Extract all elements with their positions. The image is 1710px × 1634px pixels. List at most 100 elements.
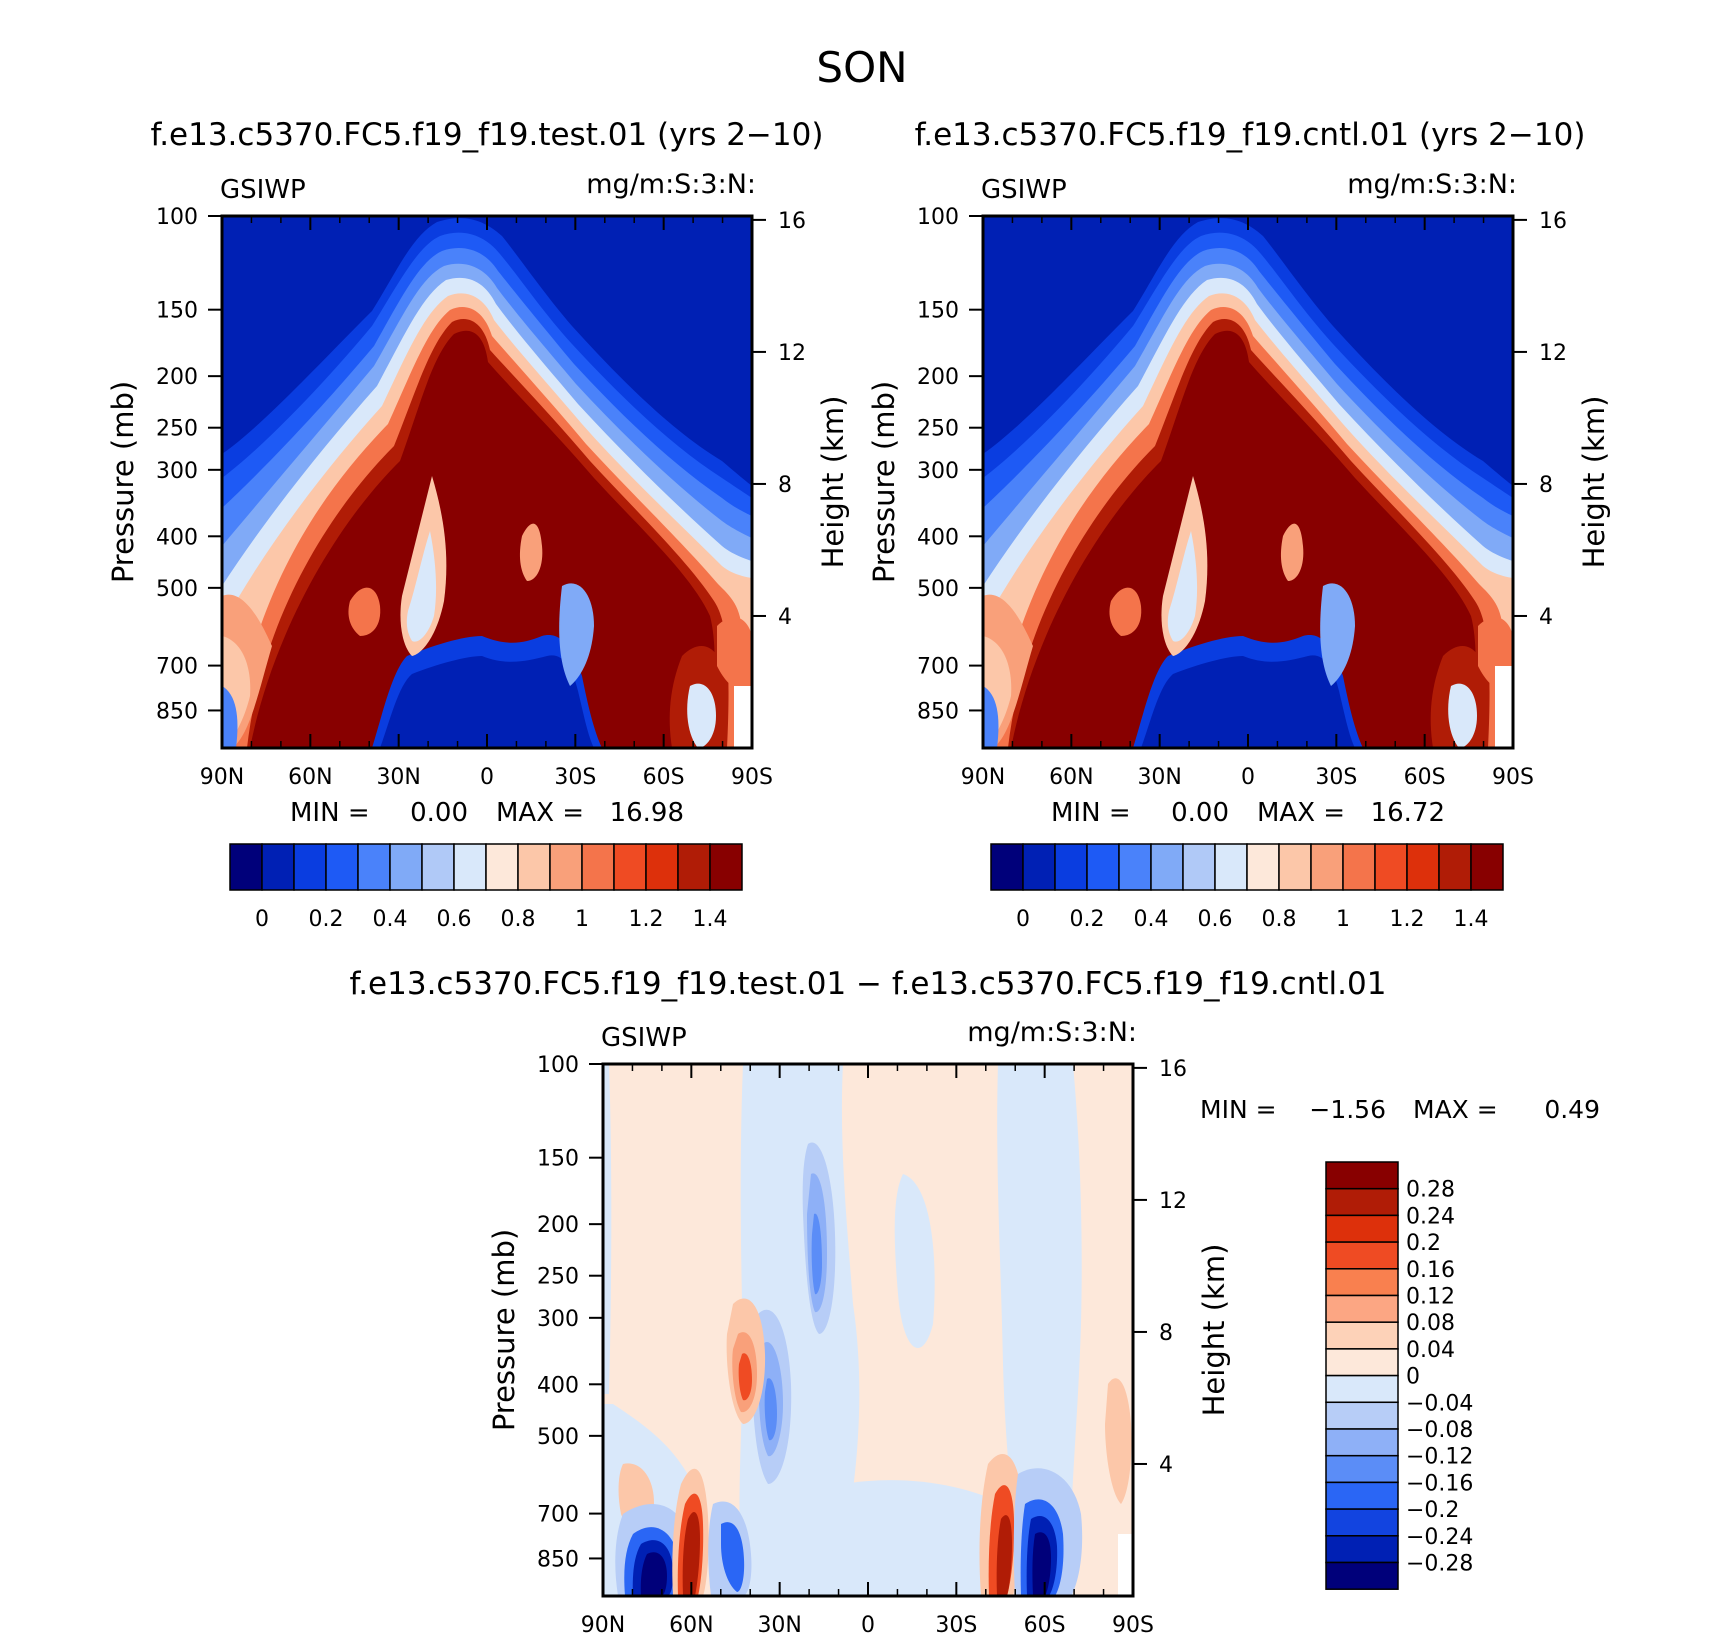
colorbar-swatch bbox=[357, 843, 391, 891]
colorbar-swatch bbox=[645, 843, 679, 891]
colorbar-label: 0.04 bbox=[1406, 1338, 1455, 1363]
y-tick-label: 150 bbox=[537, 1147, 579, 1172]
y2-tick-label: 16 bbox=[778, 209, 806, 234]
colorbar-swatch bbox=[1325, 1374, 1399, 1404]
colorbar-swatch bbox=[1325, 1268, 1399, 1297]
y-tick-label: 100 bbox=[156, 205, 198, 230]
y2-tick-label: 12 bbox=[778, 341, 806, 366]
y-tick-label: 850 bbox=[917, 699, 959, 724]
colorbar-swatch bbox=[549, 843, 583, 891]
y-tick-label: 400 bbox=[537, 1373, 579, 1398]
y2-axis-title-diff: Height (km) bbox=[1197, 1244, 1231, 1417]
y-tick-label: 500 bbox=[537, 1425, 579, 1450]
colorbar-label: −0.12 bbox=[1406, 1445, 1473, 1470]
colorbar-cntl: 0 0.2 0.4 0.6 0.8 1 1.2 1.4 bbox=[990, 843, 1504, 932]
x-tick-label: 60N bbox=[669, 1613, 713, 1634]
colorbar-swatch bbox=[1086, 843, 1120, 891]
colorbar-swatch bbox=[1325, 1481, 1399, 1510]
colorbar-label: −0.2 bbox=[1406, 1498, 1459, 1523]
colorbar-label: 0.6 bbox=[437, 907, 472, 932]
panel-title-cntl: f.e13.c5370.FC5.f19_f19.cntl.01 (yrs 2−1… bbox=[915, 117, 1586, 153]
x-tick-label: 90N bbox=[581, 1613, 625, 1634]
colorbar-swatch bbox=[1182, 843, 1216, 891]
x-tick-label: 90N bbox=[200, 765, 244, 790]
contour-band bbox=[1141, 655, 1355, 748]
colorbar-label: 0 bbox=[255, 907, 269, 932]
y2-tick-label: 8 bbox=[778, 473, 792, 498]
y2-tick-label: 4 bbox=[778, 605, 792, 630]
contour-band bbox=[1320, 583, 1355, 686]
x-tick-label: 0 bbox=[1241, 765, 1255, 790]
colorbar-swatch bbox=[1118, 843, 1152, 891]
max-value-test: 16.98 bbox=[610, 798, 684, 828]
contour-band bbox=[996, 1515, 1012, 1596]
missing-region bbox=[1118, 1534, 1133, 1596]
colorbar-label: 1.4 bbox=[693, 907, 728, 932]
colorbar-label: 1 bbox=[1336, 907, 1350, 932]
colorbar-swatch bbox=[1325, 1241, 1399, 1270]
contour-band bbox=[250, 330, 715, 748]
colorbar-swatch bbox=[1214, 843, 1248, 891]
y-tick-label: 300 bbox=[156, 459, 198, 484]
colorbar-label: 1.2 bbox=[1390, 907, 1425, 932]
colorbar-label: −0.04 bbox=[1406, 1391, 1473, 1416]
colorbar-swatch bbox=[1150, 843, 1184, 891]
min-value-diff: −1.56 bbox=[1309, 1095, 1386, 1124]
colorbar-swatch bbox=[421, 843, 455, 891]
y2-tick-label: 16 bbox=[1159, 1057, 1187, 1082]
y2-tick-label: 8 bbox=[1159, 1321, 1173, 1346]
max-value-diff: 0.49 bbox=[1544, 1095, 1600, 1124]
colorbar-swatch bbox=[1438, 843, 1472, 891]
y-tick-label: 250 bbox=[917, 417, 959, 442]
panel-title-diff: f.e13.c5370.FC5.f19_f19.test.01 − f.e13.… bbox=[350, 966, 1387, 1002]
contour-field-diff bbox=[603, 1064, 1133, 1596]
panel-title-test: f.e13.c5370.FC5.f19_f19.test.01 (yrs 2−1… bbox=[151, 117, 824, 153]
colorbar-swatch bbox=[1325, 1161, 1399, 1190]
contour-band bbox=[983, 686, 999, 748]
y-tick-label: 850 bbox=[537, 1547, 579, 1572]
colorbar-swatch bbox=[1325, 1508, 1399, 1537]
units-label-diff: mg/m:S:3:N: bbox=[967, 1017, 1137, 1048]
colorbar-swatch bbox=[1246, 843, 1280, 891]
colorbar-swatch bbox=[1022, 843, 1056, 891]
colorbar-swatch bbox=[1374, 843, 1408, 891]
missing-region bbox=[734, 686, 752, 748]
colorbar-swatch bbox=[1325, 1428, 1399, 1457]
y2-tick-label: 12 bbox=[1539, 341, 1567, 366]
y-tick-label: 250 bbox=[537, 1265, 579, 1290]
y2-tick-label: 12 bbox=[1159, 1189, 1187, 1214]
colorbar-swatch bbox=[325, 843, 359, 891]
contour-band bbox=[1448, 683, 1477, 748]
y-tick-label: 150 bbox=[156, 299, 198, 324]
colorbar-label: 0.2 bbox=[309, 907, 344, 932]
x-tick-label: 60S bbox=[1024, 1613, 1066, 1634]
x-tick-label: 90S bbox=[1112, 1613, 1154, 1634]
colorbar-swatch bbox=[485, 843, 519, 891]
colorbar-swatch bbox=[1325, 1348, 1399, 1377]
x-tick-label: 30N bbox=[376, 765, 420, 790]
colorbar-swatch bbox=[1325, 1535, 1399, 1564]
contour-band bbox=[721, 1522, 745, 1592]
colorbar-label: −0.28 bbox=[1406, 1552, 1473, 1577]
contour-band bbox=[222, 686, 238, 748]
y-axis-title-cntl: Pressure (mb) bbox=[867, 381, 901, 583]
contour-band bbox=[1032, 1532, 1051, 1596]
colorbar-swatch bbox=[1325, 1294, 1399, 1323]
y-tick-label: 500 bbox=[156, 577, 198, 602]
contour-band bbox=[519, 523, 543, 581]
colorbar-label: 0.6 bbox=[1198, 907, 1233, 932]
missing-region bbox=[1495, 666, 1513, 748]
axes-diff: 90N 60N 30N 0 30S 60S 90S 100 150 200 250 300 400 500… bbox=[537, 1053, 1187, 1634]
x-tick-label: 90S bbox=[1492, 765, 1534, 790]
y2-axis-title-test: Height (km) bbox=[816, 396, 850, 569]
contour-band bbox=[687, 683, 716, 748]
y-tick-label: 100 bbox=[917, 205, 959, 230]
units-label-cntl: mg/m:S:3:N: bbox=[1347, 169, 1517, 200]
panel-test: 90N 60N 30N 0 30S 60S 90S 100 150 200 250 300 400 500… bbox=[106, 169, 850, 932]
colorbar-swatch bbox=[1342, 843, 1376, 891]
max-label-cntl: MAX = bbox=[1257, 798, 1345, 828]
colorbar-label: 0 bbox=[1016, 907, 1030, 932]
colorbar-swatch bbox=[1325, 1401, 1399, 1430]
colorbar-label: 0.2 bbox=[1070, 907, 1105, 932]
